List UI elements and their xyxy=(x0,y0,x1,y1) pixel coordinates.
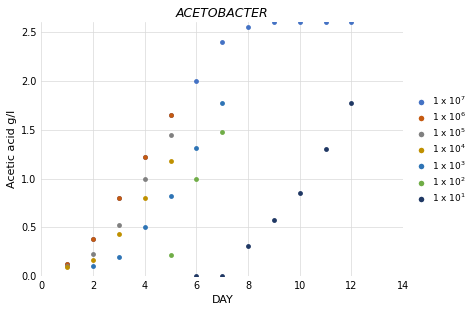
Y-axis label: Acetic acid g/l: Acetic acid g/l xyxy=(7,110,17,188)
X-axis label: DAY: DAY xyxy=(211,295,233,305)
Legend: 1 x 10$^7$, 1 x 10$^6$, 1 x 10$^5$, 1 x 10$^4$, 1 x 10$^3$, 1 x 10$^2$, 1 x 10$^: 1 x 10$^7$, 1 x 10$^6$, 1 x 10$^5$, 1 x … xyxy=(411,94,467,205)
Title: ACETOBACTER: ACETOBACTER xyxy=(176,7,269,20)
